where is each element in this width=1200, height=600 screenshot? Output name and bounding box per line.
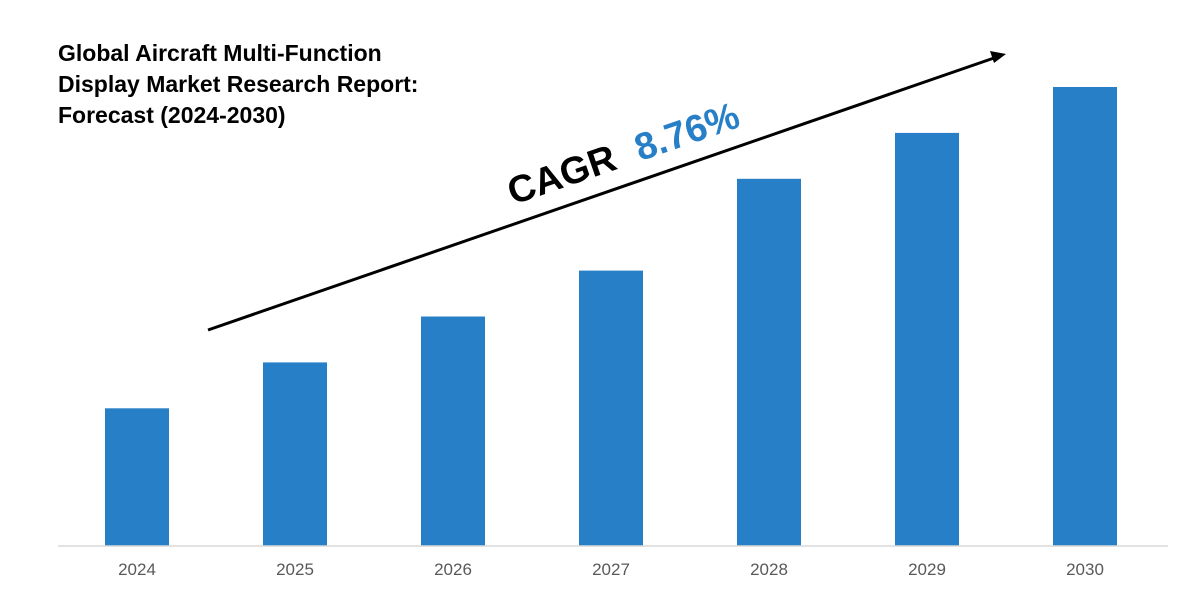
cagr-label: CAGR [502, 137, 621, 213]
trend-arrow-line [207, 56, 995, 332]
bar-2024 [105, 408, 169, 546]
x-tick-2030: 2030 [1066, 560, 1104, 579]
x-tick-2027: 2027 [592, 560, 630, 579]
bar-2028 [737, 178, 801, 547]
x-tick-2024: 2024 [118, 560, 156, 579]
cagr-value: 8.76% [629, 95, 745, 170]
bars-group [105, 87, 1117, 547]
trend-arrow-head [990, 51, 1006, 63]
x-tick-2029: 2029 [908, 560, 946, 579]
title-line-2: Display Market Research Report: [58, 71, 419, 97]
cagr-trend-arrow [207, 51, 1006, 332]
title-line-3: Forecast (2024-2030) [58, 102, 286, 128]
bar-2026 [421, 316, 485, 546]
chart-title: Global Aircraft Multi-Function Display M… [58, 38, 478, 131]
bar-2029 [895, 132, 959, 546]
x-tick-labels: 2024 2025 2026 2027 2028 2029 2030 [118, 560, 1104, 579]
x-tick-2025: 2025 [276, 560, 314, 579]
cagr-annotation: CAGR 8.76% [502, 95, 745, 214]
x-tick-2026: 2026 [434, 560, 472, 579]
title-line-1: Global Aircraft Multi-Function [58, 40, 382, 66]
x-tick-2028: 2028 [750, 560, 788, 579]
bar-2025 [263, 362, 327, 546]
bar-2030 [1053, 87, 1117, 546]
bar-2027 [579, 270, 643, 546]
